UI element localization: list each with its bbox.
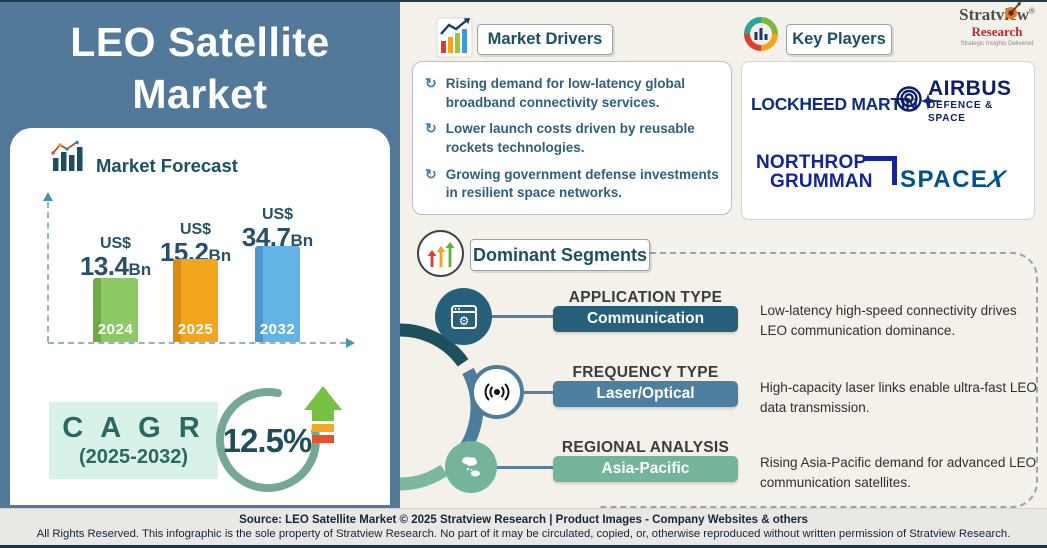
- y-axis: [47, 202, 49, 342]
- market-forecast-title: Market Forecast: [96, 155, 238, 176]
- segment-description: Rising Asia-Pacific demand for advanced …: [760, 455, 1037, 490]
- northrop-line1: NORTHROP: [756, 152, 867, 173]
- bar-2024: 2024: [93, 278, 138, 342]
- connector-line: [495, 466, 554, 469]
- segment-category: REGIONAL ANALYSIS: [561, 439, 730, 456]
- cagr-period: (2025-2032): [79, 446, 188, 468]
- registered-mark: ®: [1028, 6, 1035, 16]
- asia-pacific-map-icon: [445, 441, 497, 493]
- segment-category: APPLICATION TYPE: [568, 289, 723, 306]
- segment-category: FREQUENCY TYPE: [572, 364, 719, 381]
- bar-value-label-2024: US$ 13.4Bn: [79, 235, 152, 281]
- bar-chart-trend-icon: [50, 140, 86, 179]
- svg-text:⚙: ⚙: [458, 314, 469, 328]
- y-axis-arrow: [43, 192, 53, 201]
- market-drivers-icon: [436, 15, 476, 64]
- driver-text: Rising demand for low-latency global bro…: [445, 76, 686, 110]
- lockheed-star-icon: [919, 94, 941, 115]
- circular-arrow-bullet-icon: ↻: [425, 165, 437, 182]
- footer-source: Source: LEO Satellite Market © 2025 Stra…: [239, 514, 808, 526]
- cagr-box: C A G R (2025-2032): [49, 402, 218, 479]
- segment-value-pill: Laser/Optical: [553, 381, 738, 407]
- segment-description: High-capacity laser links enable ultra-f…: [760, 380, 1037, 415]
- northrop-grumman-logo: NORTHROP GRUMMAN: [756, 152, 873, 192]
- driver-item: ↻ Lower launch costs driven by reusable …: [425, 120, 721, 157]
- circular-arrow-bullet-icon: ↻: [425, 120, 437, 137]
- northrop-bracket-icon: [864, 156, 897, 185]
- connector-line: [490, 315, 554, 318]
- bar-year-label: 2025: [177, 321, 214, 338]
- market-forecast-card: Market Forecast US$ 13.4Bn 2024 US$ 15.2Bn 20…: [10, 128, 390, 505]
- northrop-line2: GRUMMAN: [770, 170, 873, 192]
- footer: Source: LEO Satellite Market © 2025 Stra…: [0, 508, 1047, 546]
- bar-year-label: 2032: [259, 321, 296, 338]
- spacex-logo: SPACEX: [900, 166, 1011, 194]
- brand-division: Research: [971, 24, 1023, 39]
- segments-dashed-border: [600, 252, 1038, 508]
- footer-rights: All Rights Reserved. This infographic is…: [36, 528, 1011, 540]
- page-title: LEO Satellite Market: [70, 19, 330, 118]
- stratview-logo: Stratview® Research Strategic Insights D…: [950, 2, 1044, 47]
- x-axis: [48, 342, 346, 344]
- growth-arrow-icon: [302, 386, 344, 463]
- bar-2025: 2025: [173, 259, 218, 342]
- market-drivers-list: ↻ Rising demand for low-latency global b…: [412, 61, 732, 215]
- circular-arrow-bullet-icon: ↻: [425, 75, 437, 91]
- cagr-value: 12.5%: [222, 422, 313, 459]
- dominant-segments-heading: Dominant Segments: [470, 239, 650, 271]
- lockheed-martin-text: LOCKHEED MARTIN: [751, 94, 918, 114]
- bar-year-label: 2024: [97, 321, 134, 338]
- driver-text: Growing government defense investments i…: [445, 166, 719, 201]
- airbus-swirl-icon: [894, 84, 924, 119]
- left-panel: LEO Satellite Market M: [0, 0, 400, 508]
- driver-item: ↻ Rising demand for low-latency global b…: [425, 75, 721, 112]
- driver-text: Lower launch costs driven by reusable ro…: [445, 121, 695, 155]
- dart-target-icon: [1002, 1, 1022, 26]
- segment-value-pill: Communication: [553, 306, 738, 332]
- x-axis-arrow: [346, 338, 355, 348]
- application-window-gear-icon: ⚙: [435, 288, 492, 345]
- market-drivers-heading: Market Drivers: [477, 24, 613, 55]
- spacex-text: SPACE: [900, 166, 989, 193]
- key-players-icon: [741, 14, 781, 59]
- airbus-name: AIRBUS: [928, 77, 1012, 100]
- bar-value-label-2032: US$ 34.7Bn: [241, 206, 314, 252]
- cagr-label: C A G R: [62, 412, 205, 444]
- airbus-logo: AIRBUS DEFENCE & SPACE: [894, 78, 1034, 125]
- forecast-chart: US$ 13.4Bn 2024 US$ 15.2Bn 2025 US$ 34.7Bn 2032: [10, 128, 390, 505]
- lockheed-martin-logo: LOCKHEED MARTIN: [751, 94, 941, 115]
- bar-2032: 2032: [255, 246, 300, 342]
- brand-tagline: Strategic Insights Delivered: [960, 41, 1034, 47]
- key-players-logos-card: LOCKHEED MARTIN AIRBUS DEFENCE & SPACE: [741, 61, 1035, 220]
- driver-item: ↻ Growing government defense investments…: [425, 166, 721, 203]
- segment-value-pill: Asia-Pacific: [553, 456, 738, 482]
- segment-description: Low-latency high-speed connectivity driv…: [760, 303, 1017, 338]
- market-forecast-header: Market Forecast: [50, 140, 238, 179]
- key-players-heading: Key Players: [786, 24, 892, 55]
- connector-line: [523, 391, 554, 394]
- airbus-subtitle: DEFENCE & SPACE: [928, 100, 993, 124]
- signal-waves-icon: [470, 365, 524, 419]
- dominant-segments-icon: [417, 230, 464, 277]
